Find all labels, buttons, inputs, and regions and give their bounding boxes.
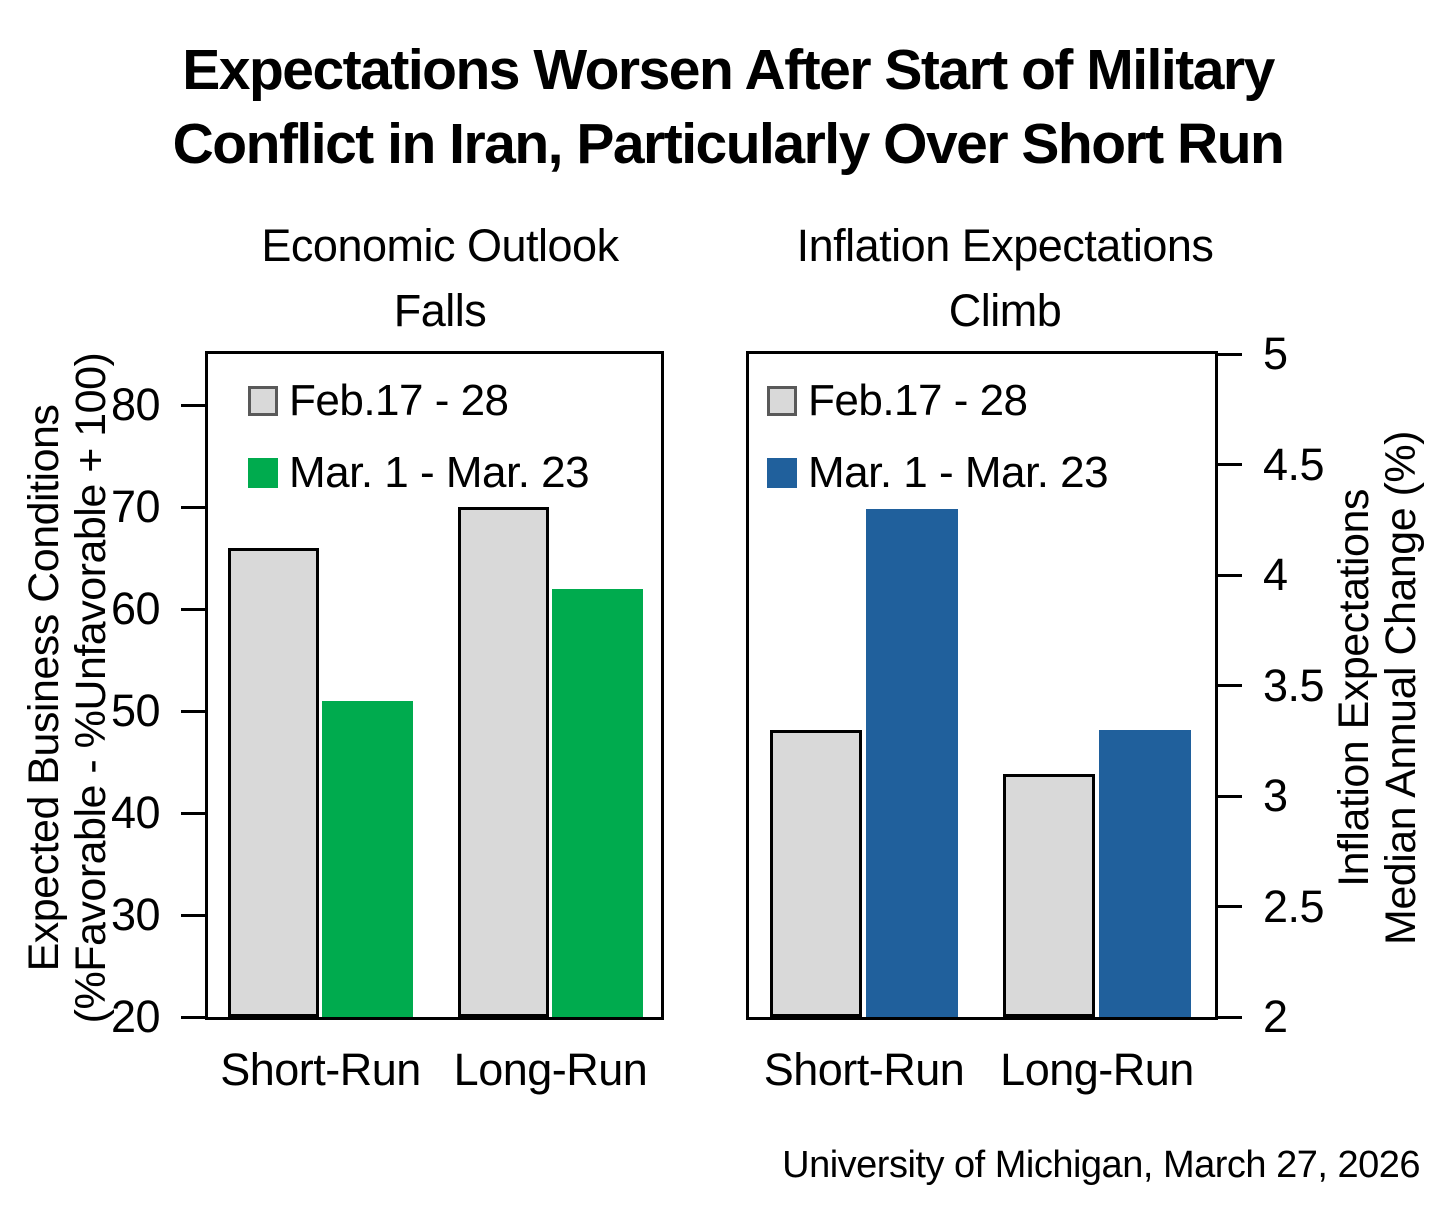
y-axis-tick-label: 5: [1263, 328, 1288, 379]
right-chart-title-line2: Climb: [948, 285, 1062, 336]
y-axis-tick: [181, 811, 205, 815]
figure-title: Expectations Worsen After Start of Milit…: [0, 33, 1456, 181]
bar-long-run-series1: [1003, 774, 1095, 1017]
y-axis-tick-label: 20: [110, 991, 161, 1042]
y-axis-tick-label: 70: [110, 481, 161, 532]
legend-item-series1: Feb.17 - 28: [248, 378, 589, 424]
x-axis-label-short-run: Short-Run: [763, 1044, 965, 1095]
bar-short-run-series1: [228, 548, 319, 1017]
x-axis-label-long-run: Long-Run: [453, 1044, 648, 1095]
y-axis-tick-label: 50: [110, 685, 161, 736]
y-axis-tick-label: 3: [1263, 770, 1288, 821]
x-axis-label-long-run: Long-Run: [1000, 1044, 1194, 1095]
y-axis-tick: [1218, 1015, 1242, 1019]
figure-title-line2: Conflict in Iran, Particularly Over Shor…: [172, 112, 1285, 176]
y-axis-tick-label: 40: [110, 787, 161, 838]
y-axis-tick: [1218, 905, 1242, 908]
y-axis-tick: [181, 607, 205, 611]
legend-swatch-icon: [767, 386, 797, 416]
legend-item-series2: Mar. 1 - Mar. 23: [248, 448, 590, 497]
legend-item-series1: Feb.17 - 28: [767, 378, 1108, 424]
y-axis-tick: [1218, 352, 1242, 356]
left-chart-title: Economic Outlook Falls: [160, 213, 720, 343]
left-chart-title-line2: Falls: [393, 285, 487, 336]
y-axis-tick-label: 4: [1263, 549, 1288, 600]
source-caption: University of Michigan, March 27, 2026: [782, 1144, 1420, 1186]
y-axis-tick: [181, 403, 205, 407]
bar-short-run-series2: [866, 509, 958, 1017]
legend-label: Mar. 1 - Mar. 23: [808, 448, 1109, 497]
y-axis-tick-label: 80: [110, 379, 161, 430]
left-chart-title-line1: Economic Outlook: [261, 220, 619, 271]
y-axis-tick: [181, 1015, 205, 1019]
y-axis-tick: [181, 709, 205, 713]
legend-label: Mar. 1 - Mar. 23: [289, 448, 590, 497]
right-chart-title: Inflation Expectations Climb: [725, 213, 1285, 343]
legend-swatch-icon: [248, 386, 278, 416]
legend-swatch-icon: [248, 458, 278, 488]
figure-title-line1: Expectations Worsen After Start of Milit…: [182, 38, 1275, 102]
bar-long-run-series2: [1099, 730, 1191, 1017]
y-axis-tick-label: 3.5: [1263, 659, 1325, 711]
y-axis-tick: [1218, 463, 1242, 466]
y-axis-tick: [181, 505, 205, 509]
legend-label: Feb.17 - 28: [289, 376, 509, 425]
legend: Feb.17 - 28 Mar. 1 - Mar. 23: [767, 378, 1109, 522]
bar-long-run-series1: [458, 507, 549, 1017]
bar-long-run-series2: [552, 589, 643, 1017]
legend-label: Feb.17 - 28: [808, 376, 1028, 425]
y-axis-tick: [1218, 794, 1242, 798]
legend-item-series2: Mar. 1 - Mar. 23: [767, 448, 1109, 497]
x-axis-label-short-run: Short-Run: [220, 1044, 421, 1095]
legend-swatch-icon: [767, 458, 797, 488]
economic-outlook-plot-area: Short-Run Long-Run 20 30 40 50 60 70 80 Feb.17 - …: [111, 351, 664, 1095]
legend: Feb.17 - 28 Mar. 1 - Mar. 23: [248, 378, 590, 522]
inflation-expectations-plot-area: Short-Run Long-Run 2 2.5 3 3.5 4 4.5 5 Feb.17 - 2…: [746, 328, 1325, 1095]
bar-short-run-series2: [322, 701, 413, 1017]
right-chart-title-line1: Inflation Expectations: [796, 220, 1214, 271]
y-axis-tick-label: 60: [110, 583, 161, 634]
y-axis-tick-label: 2.5: [1263, 880, 1325, 932]
y-axis-tick-label: 2: [1263, 991, 1288, 1042]
y-axis-tick-label: 4.5: [1263, 438, 1325, 490]
y-axis-tick-label: 30: [110, 889, 161, 940]
y-axis-tick: [1218, 684, 1242, 687]
y-axis-tick: [1218, 573, 1242, 577]
bar-short-run-series1: [770, 730, 862, 1017]
y-axis-tick: [181, 913, 205, 917]
